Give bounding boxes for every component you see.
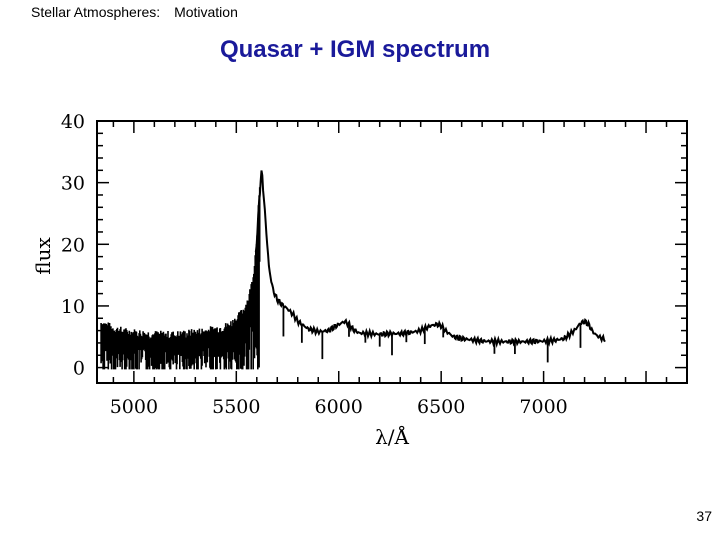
- header-section: Motivation: [174, 4, 238, 20]
- y-tick-label: 40: [61, 111, 85, 133]
- x-tick-label: 5500: [212, 396, 260, 418]
- header-course: Stellar Atmospheres:: [31, 4, 161, 20]
- x-tick-label: 6500: [417, 396, 465, 418]
- spectrum-line: [254, 170, 606, 349]
- forest-strokes: [100, 187, 261, 370]
- y-axis-label: flux: [31, 237, 55, 275]
- page-number: 37: [696, 508, 712, 524]
- x-tick-label: 5000: [110, 396, 158, 418]
- tick-labels: 5000 5500 6000 6500 7000 0 10 20 30 40: [61, 111, 568, 418]
- y-tick-label: 20: [61, 234, 85, 256]
- y-tick-label: 30: [61, 173, 85, 195]
- absorption-lines: [282, 305, 582, 363]
- plot-frame: [96, 120, 688, 384]
- slide-title: Quasar + IGM spectrum: [219, 36, 491, 63]
- x-tick-label: 7000: [519, 396, 567, 418]
- slide-header: Stellar Atmospheres: Motivation: [31, 4, 248, 20]
- axis-ticks: [97, 120, 687, 383]
- lyman-alpha-forest: [100, 187, 261, 370]
- x-axis-label: λ/Å: [375, 424, 409, 449]
- y-tick-label: 0: [73, 358, 85, 380]
- x-tick-label: 6000: [315, 396, 363, 418]
- y-tick-label: 10: [61, 296, 85, 318]
